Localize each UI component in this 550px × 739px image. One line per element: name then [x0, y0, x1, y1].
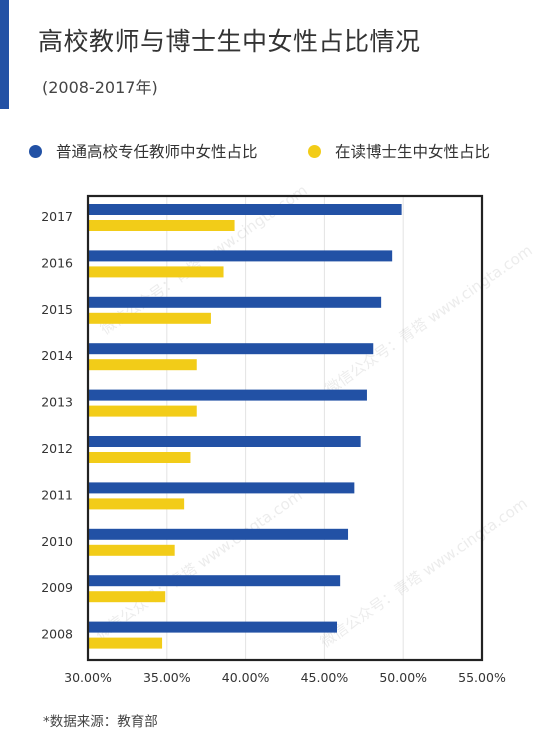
y-tick-label-2008: 2008: [41, 627, 73, 642]
legend-dot-teachers: [29, 144, 42, 158]
x-tick-label: 40.00%: [222, 670, 270, 685]
title-accent-bar: [0, 0, 9, 109]
y-tick-label-2012: 2012: [41, 441, 73, 456]
bar-teachers-2010: [88, 528, 349, 540]
bar-phd-2013: [88, 405, 197, 417]
y-tick-label-2009: 2009: [41, 580, 73, 595]
x-tick-label: 50.00%: [379, 670, 427, 685]
bar-teachers-2013: [88, 389, 367, 401]
y-tick-label-2010: 2010: [41, 534, 73, 549]
bar-phd-2015: [88, 312, 211, 324]
bar-teachers-2008: [88, 621, 338, 633]
bar-phd-2017: [88, 220, 235, 231]
watermark-text: 微信公众号：青塔 www.cingta.com: [317, 494, 531, 651]
legend-label-phd: 在读博士生中女性占比: [335, 143, 491, 161]
bar-teachers-2009: [88, 575, 341, 587]
y-tick-label-2011: 2011: [41, 487, 73, 502]
legend-dot-phd: [308, 144, 321, 158]
bar-teachers-2015: [88, 296, 382, 308]
bar-teachers-2016: [88, 250, 393, 262]
bar-phd-2009: [88, 591, 166, 603]
bar-phd-2010: [88, 544, 175, 556]
bar-phd-2016: [88, 266, 224, 278]
watermark-text: 微信公众号：青塔 www.cingta.com: [322, 241, 536, 398]
y-tick-label-2017: 2017: [41, 209, 73, 224]
bar-phd-2011: [88, 498, 185, 510]
legend: 普通高校专任教师中女性占比 在读博士生中女性占比: [0, 140, 550, 164]
y-tick-label-2013: 2013: [41, 395, 73, 410]
data-source-note: *数据来源：教育部: [43, 714, 158, 730]
legend-label-teachers: 普通高校专任教师中女性占比: [56, 143, 258, 161]
bar-teachers-2017: [88, 204, 402, 215]
chart-title: 高校教师与博士生中女性占比情况: [38, 27, 421, 56]
bar-teachers-2012: [88, 436, 361, 447]
y-tick-label-2014: 2014: [41, 348, 73, 363]
chart-subtitle: (2008-2017年): [42, 78, 158, 97]
legend-item-phd: 在读博士生中女性占比: [308, 140, 490, 162]
y-tick-label-2016: 2016: [41, 255, 73, 270]
x-tick-label: 35.00%: [143, 670, 191, 685]
x-tick-label: 30.00%: [64, 670, 112, 685]
plot-frame: [86, 194, 484, 662]
watermark-text: 微信公众号：青塔 www.cingta.com: [92, 486, 306, 643]
bar-teachers-2014: [88, 343, 374, 355]
legend-item-teachers: 普通高校专任教师中女性占比: [29, 140, 258, 162]
y-tick-label-2015: 2015: [41, 302, 73, 317]
bar-phd-2008: [88, 637, 163, 649]
bar-teachers-2011: [88, 482, 355, 494]
bar-phd-2012: [88, 452, 191, 463]
x-tick-label: 45.00%: [301, 670, 349, 685]
x-tick-label: 55.00%: [458, 670, 506, 685]
bar-phd-2014: [88, 359, 197, 371]
